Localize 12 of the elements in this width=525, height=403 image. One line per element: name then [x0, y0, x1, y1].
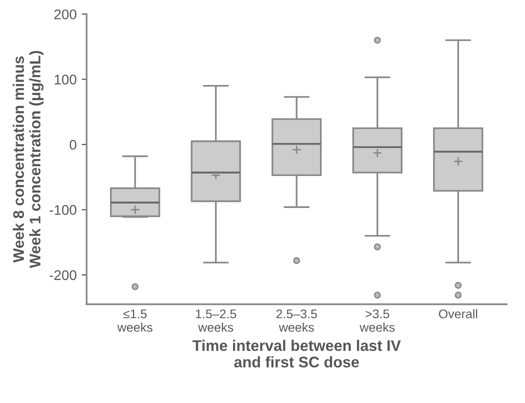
x-tick-label: 1.5–2.5 weeks	[196, 309, 236, 332]
x-tick-label: ≤1.5 weeks	[117, 310, 152, 332]
x-tick-label: Overall	[438, 309, 478, 318]
y-tick-label: 200	[54, 9, 76, 20]
x-tick-label: 2.5–3.5 weeks	[276, 309, 317, 332]
y-tick-label: 100	[54, 74, 76, 84]
y-tick-label: 0	[70, 140, 76, 150]
x-tick-label: >3.5 weeks	[360, 309, 395, 332]
y-tick-label: -200	[50, 270, 76, 280]
y-axis-title: Week 8 concentration minus Week 1 concentration (μg/mL)	[12, 50, 44, 268]
y-tick-label: -100	[50, 205, 76, 215]
x-axis-title: Time interval between last IV and first SC dose	[192, 340, 401, 368]
